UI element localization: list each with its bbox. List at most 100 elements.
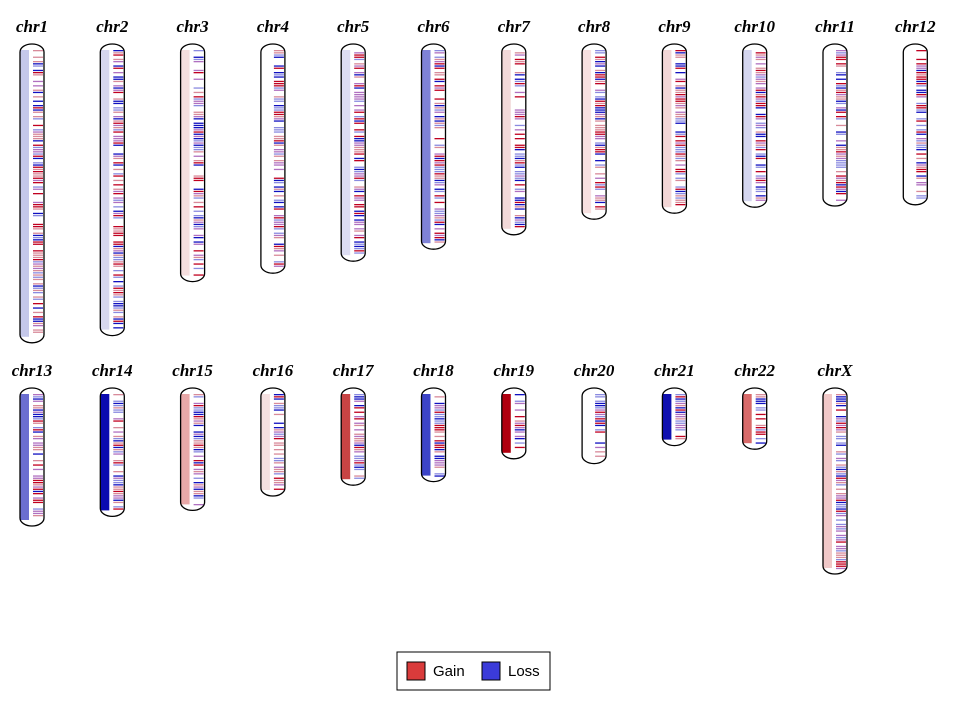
segment-stripe <box>836 398 846 400</box>
segment-stripe <box>836 501 846 504</box>
segment-stripe <box>675 102 686 105</box>
segment-stripe <box>113 464 124 466</box>
segment-stripe <box>354 223 365 226</box>
segment-stripe <box>113 311 124 314</box>
segment-stripe <box>836 453 846 455</box>
segment-stripe <box>33 146 43 149</box>
segment-stripe <box>836 396 846 398</box>
segment-stripe <box>434 153 445 155</box>
segment-stripe <box>595 420 606 422</box>
segment-stripe <box>836 495 846 497</box>
segment-stripe <box>595 405 606 407</box>
segment-stripe <box>273 254 284 256</box>
segment-stripe <box>755 431 766 433</box>
segment-stripe <box>675 420 686 422</box>
segment-stripe <box>675 113 686 116</box>
segment-stripe <box>193 435 204 438</box>
segment-stripe <box>193 416 204 418</box>
chromosome-outline <box>19 43 45 344</box>
segment-stripe <box>193 484 204 486</box>
segment-stripe <box>113 234 124 237</box>
segment-stripe <box>113 281 124 283</box>
segment-stripe <box>514 226 525 228</box>
segment-stripe <box>273 142 284 144</box>
segment-stripe <box>514 199 525 201</box>
segment-stripe <box>434 221 445 223</box>
segment-stripe <box>33 179 43 182</box>
segment-stripe <box>514 438 525 440</box>
segment-stripe <box>595 411 606 413</box>
segment-stripe <box>675 80 686 83</box>
segment-stripe <box>33 250 43 252</box>
segment-stripe <box>33 283 43 285</box>
segment-stripe <box>33 296 43 298</box>
segment-stripe <box>675 168 686 171</box>
segment-stripe <box>354 72 365 74</box>
segment-stripe <box>675 122 686 124</box>
segment-stripe <box>755 56 766 58</box>
segment-stripe <box>434 241 445 243</box>
segment-stripe <box>193 473 204 475</box>
segment-stripe <box>273 413 284 416</box>
chromosome-fill <box>421 50 431 244</box>
segment-stripe <box>755 118 766 120</box>
segment-stripe <box>273 232 284 234</box>
segment-stripe <box>113 65 124 67</box>
segment-stripe <box>916 91 927 94</box>
segment-stripe <box>836 193 846 195</box>
segment-stripe <box>33 232 43 234</box>
segment-stripe <box>434 146 445 149</box>
segment-stripe <box>595 422 606 424</box>
segment-stripe <box>595 83 606 85</box>
segment-stripe <box>33 234 43 237</box>
segment-stripe <box>113 501 124 504</box>
segment-stripe <box>113 490 124 493</box>
segment-stripe <box>675 193 686 195</box>
segment-stripe <box>354 144 365 146</box>
segment-stripe <box>836 405 846 407</box>
segment-stripe <box>33 444 43 446</box>
segment-stripe <box>916 118 927 120</box>
segment-stripe <box>434 223 445 226</box>
segment-stripe <box>193 405 204 407</box>
segment-stripe <box>434 78 445 80</box>
segment-stripe <box>434 188 445 190</box>
segment-stripe <box>33 144 43 146</box>
segment-stripe <box>755 100 766 102</box>
segment-stripe <box>354 109 365 111</box>
segment-stripe <box>836 528 846 530</box>
segment-stripe <box>434 420 445 422</box>
segment-stripe <box>354 63 365 65</box>
legend-swatch <box>481 661 501 681</box>
segment-stripe <box>514 58 525 61</box>
segment-stripe <box>675 67 686 69</box>
segment-stripe <box>836 506 846 508</box>
segment-stripe <box>193 195 204 197</box>
segment-stripe <box>273 100 284 102</box>
segment-stripe <box>113 190 124 193</box>
segment-stripe <box>675 438 686 440</box>
segment-stripe <box>434 402 445 405</box>
segment-stripe <box>514 215 525 217</box>
segment-stripe <box>595 418 606 420</box>
segment-stripe <box>113 316 124 318</box>
chromosome-fill <box>100 50 110 330</box>
segment-stripe <box>434 109 445 111</box>
segment-stripe <box>33 407 43 409</box>
segment-stripe <box>595 153 606 155</box>
segment-stripe <box>33 486 43 488</box>
segment-stripe <box>434 63 445 65</box>
segment-stripe <box>675 197 686 199</box>
chromosome-label: chr21 <box>654 361 695 380</box>
segment-stripe <box>836 91 846 94</box>
segment-stripe <box>33 135 43 138</box>
segment-stripe <box>514 160 525 162</box>
segment-stripe <box>33 460 43 462</box>
segment-stripe <box>113 495 124 497</box>
segment-stripe <box>193 267 204 270</box>
segment-stripe <box>514 409 525 411</box>
segment-stripe <box>434 177 445 179</box>
segment-stripe <box>434 239 445 241</box>
segment-stripe <box>273 111 284 113</box>
segment-stripe <box>273 438 284 440</box>
